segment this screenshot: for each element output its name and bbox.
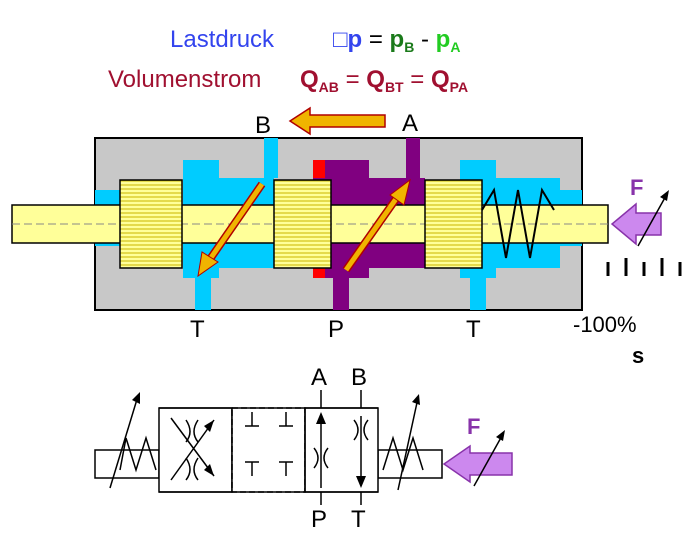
stroke-scale	[606, 258, 682, 276]
stroke-symbol: s	[632, 343, 645, 368]
equals-sign-1: =	[338, 66, 367, 93]
qpa-symbol: QPA	[430, 66, 469, 95]
flow-formula: QAB = QBT = QPA	[300, 66, 469, 95]
equals-sign: =	[362, 26, 390, 53]
qab-symbol: QAB	[300, 66, 339, 95]
symbol-end-left	[94, 449, 160, 479]
symbol-port-p: P	[311, 506, 328, 533]
symbol-pos-center	[231, 407, 306, 493]
pb-symbol: pB	[389, 26, 415, 55]
force-arrow-top	[610, 202, 662, 246]
flow-label: Volumenstrom	[108, 66, 262, 93]
variable-actuation-bottom	[473, 433, 504, 487]
load-pressure-label: Lastdruck	[170, 26, 275, 53]
spool-land-left	[119, 179, 183, 269]
minus-sign: -	[414, 26, 436, 53]
port-t-right-label: T	[466, 316, 481, 343]
flow-arrow-bt	[197, 181, 266, 278]
port-a-label: A	[402, 110, 419, 137]
variable-actuation-top	[637, 193, 668, 247]
valve-symbol	[94, 390, 443, 505]
symbol-port-b: B	[351, 364, 368, 391]
port-p-label: P	[328, 316, 345, 343]
equals-sign-2: =	[403, 66, 431, 93]
delta-glyph: □	[333, 26, 348, 53]
port-t-left-label: T	[190, 316, 205, 343]
load-pressure-formula: □p = pB - pA	[333, 26, 461, 55]
spool-land-center	[273, 179, 332, 269]
port-b-label: B	[255, 112, 272, 139]
force-arrow-bottom	[442, 444, 513, 484]
pa-symbol: pA	[435, 26, 461, 55]
flow-arrow-ab	[288, 106, 386, 136]
symbol-port-t: T	[351, 506, 366, 533]
force-label-top: F	[630, 175, 644, 200]
force-label-bottom: F	[467, 414, 481, 439]
flow-arrow-pa	[342, 178, 411, 273]
return-spring	[481, 187, 555, 259]
qbt-symbol: QBT	[366, 66, 404, 95]
symbol-port-a: A	[311, 364, 328, 391]
stroke-percent-label: -100%	[573, 312, 637, 337]
symbol-arrowheads	[132, 392, 420, 488]
dp-symbol: p	[347, 26, 363, 53]
spool-land-right	[424, 179, 483, 269]
